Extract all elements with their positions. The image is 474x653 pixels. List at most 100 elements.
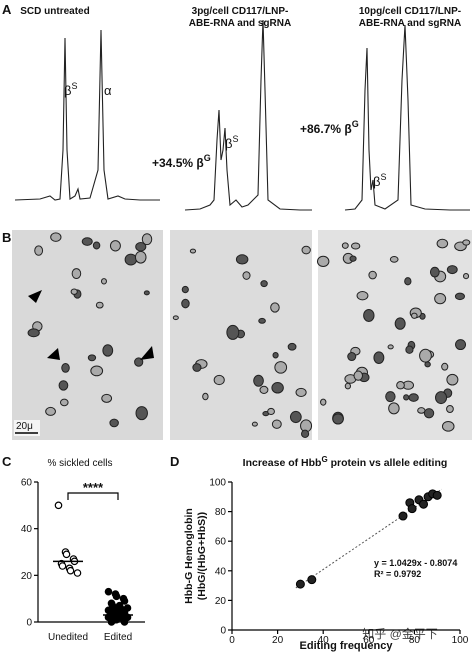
cell [181,298,190,309]
cell [424,361,431,368]
dot [62,550,71,559]
cell [271,382,284,394]
cell [441,420,455,432]
title-part: Increase of Hbb [243,457,322,469]
peak-label-text: β [373,174,380,189]
cell [109,418,119,428]
peak-label: +86.7% βG [300,119,359,136]
chromatogram-trace [344,24,470,211]
cell [446,265,458,275]
scale-bar-box [14,420,40,436]
cell [344,382,351,390]
peak-label-text: β [225,136,232,151]
cell [320,398,327,406]
cell [295,387,307,397]
cell [102,344,114,357]
dot [112,592,121,601]
cell [259,385,269,394]
dot [120,618,129,626]
cell [274,361,288,374]
panel-label: D [170,454,179,469]
peak-label-sup: S [232,134,238,144]
panel-label: C [2,454,12,469]
point [407,504,417,514]
peak-label-text: β [64,83,71,98]
cell [363,308,375,322]
cell [436,238,449,249]
column-heading: SCD untreated [20,6,89,17]
cell [181,285,189,294]
peak-label: α [104,83,112,98]
cell [135,406,148,421]
cell [202,392,209,401]
cell [316,255,330,268]
dot [104,587,113,596]
cell [419,348,432,363]
x-tick-label: 40 [318,635,330,646]
cell [213,374,225,386]
cell [92,241,101,250]
watermark: 知乎 @金平下 [362,626,438,641]
cell [134,250,147,264]
cell [368,270,377,280]
chromatogram-trace [14,29,160,201]
y-tick-label: 40 [21,524,33,535]
cell [141,233,153,246]
cell [143,290,150,296]
cell [300,429,310,438]
dot [54,501,63,510]
cell [434,292,447,305]
cell [429,266,440,278]
peak-label-text: +34.5% β [152,156,204,170]
panel-label: B [2,230,11,245]
x-tick-label: Unedited [48,632,88,643]
micrographs [12,230,472,440]
cell [301,245,311,255]
cell [387,344,394,350]
cell [403,394,410,401]
point [295,579,305,589]
y-tick-label: 20 [215,596,227,607]
cell [61,362,70,373]
cell [405,345,414,354]
y-axis-label: Hbb-G Hemoglobin [183,508,195,604]
dot [120,597,129,605]
cell [272,351,279,359]
trendline [295,488,443,589]
cell [353,370,363,381]
cell [423,408,435,419]
point [398,511,408,521]
cell [332,413,344,425]
chart-title: % sickled cells [47,458,112,469]
cell [50,232,62,242]
arrowhead [47,348,60,360]
cell [124,253,138,266]
cell [172,315,179,321]
cell [454,292,465,301]
x-tick-label: 80 [409,635,421,646]
x-axis-label: Editing frequency [300,640,394,652]
dot [73,569,82,577]
cell [260,280,268,288]
cell [258,317,266,324]
dot [66,566,75,575]
cell [341,242,349,249]
cell [253,374,264,387]
cell [81,237,93,246]
cell [435,391,448,405]
cell [71,268,82,280]
cell [446,404,454,414]
arrowheads [28,290,154,360]
peak-label: βS [225,134,239,151]
cell [441,362,449,371]
cell [396,381,405,390]
significance: **** [83,480,104,495]
y-tick-label: 60 [215,537,227,548]
x-tick-label: Edited [104,632,132,643]
cell [251,421,258,427]
cell [226,324,240,340]
cell [389,256,399,263]
x-tick-label: 0 [229,635,235,646]
peak-label-sup: S [380,172,386,182]
